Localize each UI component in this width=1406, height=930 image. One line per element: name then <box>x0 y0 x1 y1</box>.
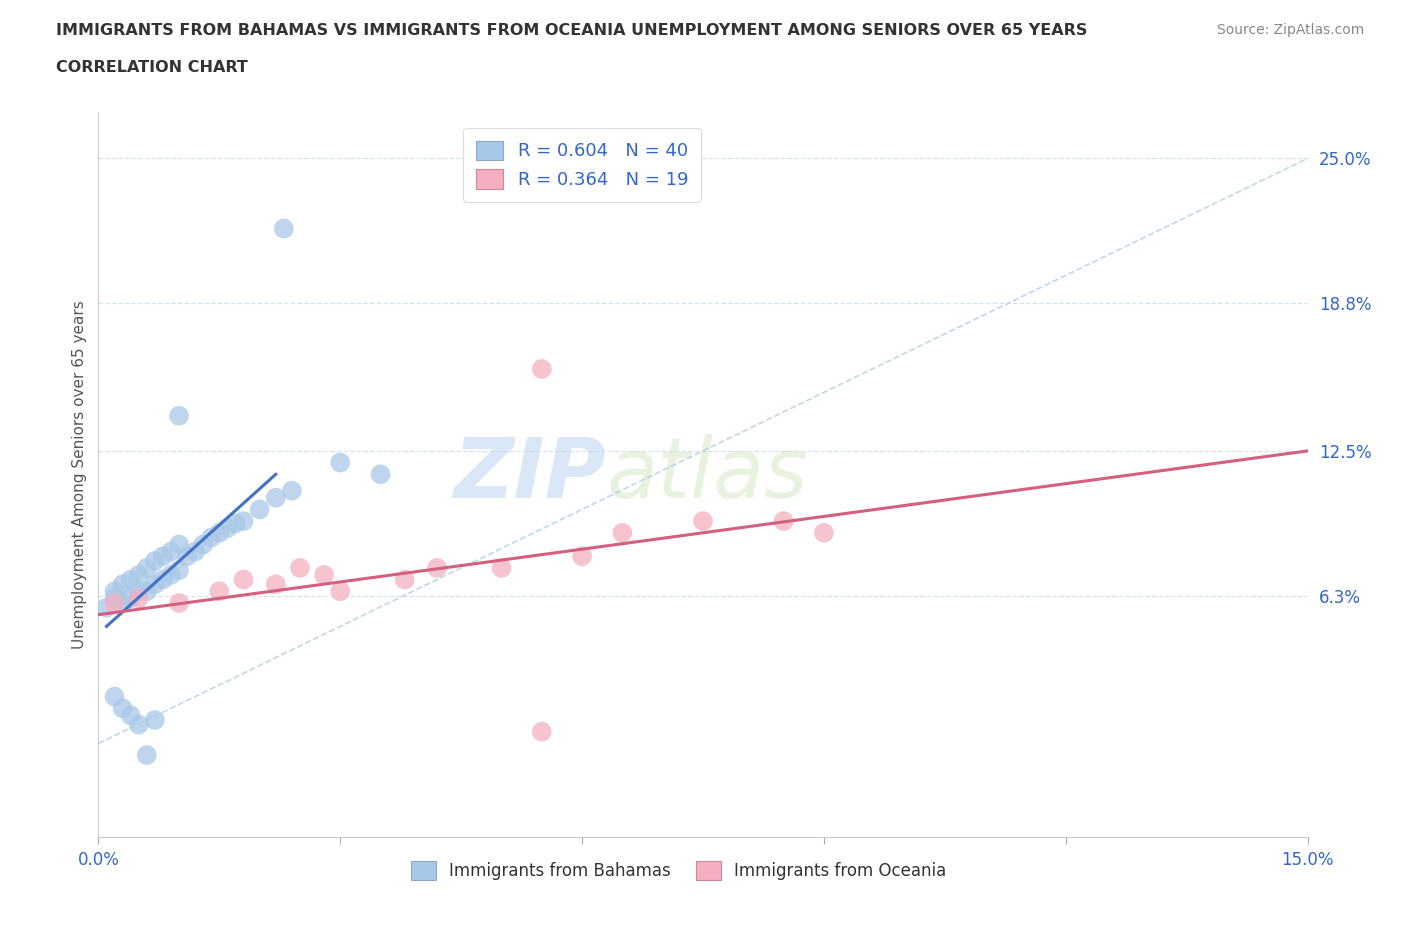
Point <box>135 584 157 599</box>
Point <box>273 221 295 236</box>
Point <box>249 502 271 517</box>
Point <box>135 748 157 763</box>
Point <box>264 490 287 505</box>
Point <box>96 600 118 615</box>
Point <box>208 525 231 540</box>
Point <box>160 544 183 559</box>
Point <box>111 595 134 610</box>
Point <box>128 591 150 605</box>
Point <box>120 708 142 723</box>
Point <box>167 563 190 578</box>
Text: atlas: atlas <box>606 433 808 515</box>
Point <box>128 567 150 582</box>
Point <box>329 455 352 470</box>
Point <box>232 572 254 587</box>
Point <box>143 712 166 727</box>
Point <box>103 591 125 605</box>
Point <box>394 572 416 587</box>
Point <box>152 572 174 587</box>
Point <box>193 537 215 551</box>
Point <box>491 561 513 576</box>
Point <box>143 577 166 591</box>
Point <box>571 549 593 564</box>
Point <box>143 553 166 568</box>
Point <box>217 521 239 536</box>
Text: Source: ZipAtlas.com: Source: ZipAtlas.com <box>1216 23 1364 37</box>
Point <box>329 584 352 599</box>
Point <box>128 717 150 732</box>
Point <box>288 561 311 576</box>
Point <box>103 689 125 704</box>
Text: IMMIGRANTS FROM BAHAMAS VS IMMIGRANTS FROM OCEANIA UNEMPLOYMENT AMONG SENIORS OV: IMMIGRANTS FROM BAHAMAS VS IMMIGRANTS FR… <box>56 23 1088 38</box>
Point <box>772 513 794 528</box>
Point <box>200 530 222 545</box>
Point <box>314 567 336 582</box>
Point <box>120 572 142 587</box>
Text: ZIP: ZIP <box>454 433 606 515</box>
Legend: Immigrants from Bahamas, Immigrants from Oceania: Immigrants from Bahamas, Immigrants from… <box>405 855 953 886</box>
Point <box>426 561 449 576</box>
Text: CORRELATION CHART: CORRELATION CHART <box>56 60 247 75</box>
Point <box>208 584 231 599</box>
Point <box>612 525 634 540</box>
Y-axis label: Unemployment Among Seniors over 65 years: Unemployment Among Seniors over 65 years <box>72 300 87 649</box>
Point <box>232 513 254 528</box>
Point <box>176 549 198 564</box>
Point <box>184 544 207 559</box>
Point <box>167 595 190 610</box>
Point <box>111 701 134 716</box>
Point <box>281 484 304 498</box>
Point <box>120 591 142 605</box>
Point <box>167 408 190 423</box>
Point <box>167 537 190 551</box>
Point <box>530 362 553 377</box>
Point <box>224 516 246 531</box>
Point <box>135 561 157 576</box>
Point <box>264 577 287 591</box>
Point <box>103 584 125 599</box>
Point <box>692 513 714 528</box>
Point <box>813 525 835 540</box>
Point <box>128 584 150 599</box>
Point <box>530 724 553 739</box>
Point <box>152 549 174 564</box>
Point <box>370 467 392 482</box>
Point <box>103 595 125 610</box>
Point <box>111 577 134 591</box>
Point <box>160 567 183 582</box>
